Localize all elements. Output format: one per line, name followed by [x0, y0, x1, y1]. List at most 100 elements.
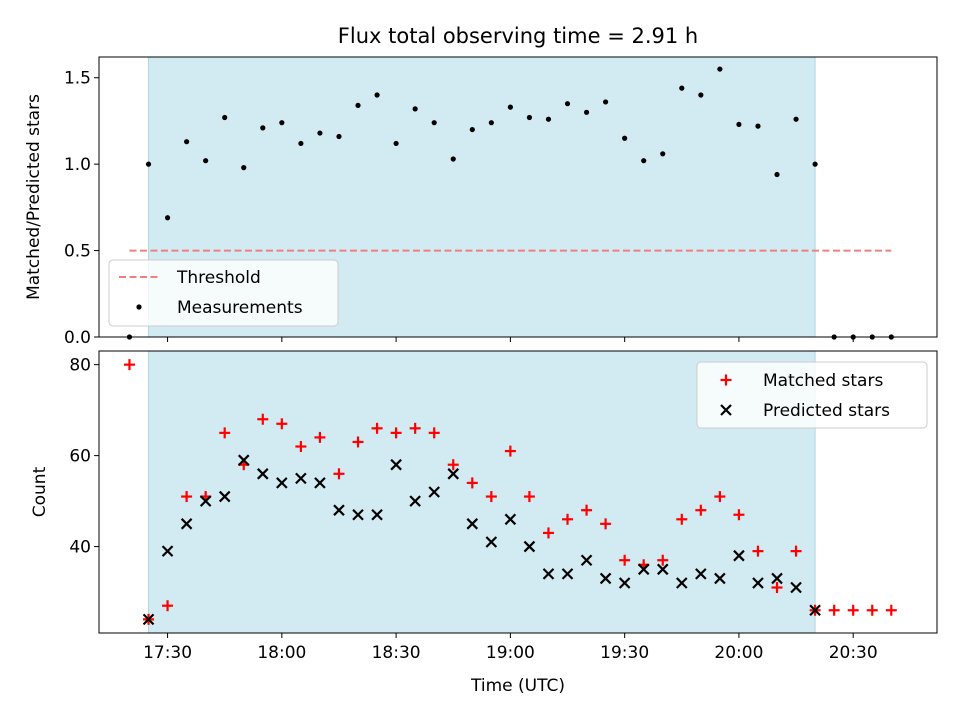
predicted-star-point	[656, 563, 669, 576]
predicted-star-point	[447, 468, 460, 480]
x-tick-label: 17:30	[143, 643, 192, 663]
measurement-point	[736, 121, 742, 128]
measurement-point	[641, 158, 647, 164]
matched-star-point	[885, 604, 897, 616]
predicted-star-point	[504, 513, 517, 526]
predicted-star-point	[314, 477, 326, 489]
matched-star-point	[542, 527, 554, 539]
measurement-point	[164, 215, 171, 221]
matched-star-point	[447, 459, 459, 471]
matched-star-point	[181, 491, 193, 503]
predicted-star-point	[180, 518, 193, 530]
predicted-star-point	[333, 504, 345, 516]
predicted-star-point	[295, 472, 307, 485]
matched-star-point	[485, 491, 497, 503]
measurement-point	[374, 92, 380, 98]
measurement-point	[774, 171, 780, 178]
bottom-x-ticks: 17:30 18:00 18:30 19:00 19:30 20:00 20:30	[143, 633, 878, 663]
predicted-star-point	[809, 604, 821, 617]
matched-star-point	[771, 582, 783, 594]
measurement-point	[812, 161, 818, 167]
matched-star-point	[466, 477, 478, 489]
top-y-axis-label: Matched/Predicted stars	[24, 94, 44, 300]
x-tick-label: 20:00	[714, 643, 763, 663]
matched-star-point	[390, 427, 402, 439]
matched-star-point	[657, 554, 669, 566]
matched-star-point	[428, 427, 440, 439]
predicted-star-point	[352, 508, 364, 521]
legend-x-mark	[720, 404, 732, 416]
matched-star-point	[600, 518, 612, 530]
predicted-star-point	[428, 486, 440, 498]
predicted-star-point	[733, 549, 745, 562]
predicted-star-point	[142, 613, 155, 626]
matched-star-point	[847, 604, 859, 616]
top-legend-box	[108, 259, 339, 327]
measurement-point	[507, 104, 513, 110]
chart-title: Flux total observing time = 2.91 h	[338, 24, 698, 48]
measurement-point	[355, 102, 361, 108]
matched-star-point	[828, 604, 840, 616]
measurement-point	[698, 92, 704, 98]
bottom-panel: 40 60 80 17:30 18:00 18:30 19:00 19:30 20:00 20:…	[30, 350, 938, 696]
y-tick-label: 0.5	[64, 242, 91, 262]
predicted-star-point	[485, 536, 498, 548]
predicted-star-point	[276, 477, 288, 489]
measurement-point	[526, 114, 533, 121]
predicted-star-point	[199, 495, 212, 507]
matched-star-point	[333, 468, 345, 480]
legend-matched-swatch	[720, 374, 732, 386]
legend-predicted-label: Predicted stars	[763, 401, 890, 421]
measurement-point	[203, 158, 209, 164]
matched-star-point	[752, 545, 764, 557]
predicted-star-point	[637, 563, 650, 576]
predicted-star-point	[676, 577, 688, 589]
matched-star-point	[314, 431, 326, 443]
predicted-stars-points	[142, 454, 821, 626]
predicted-star-point	[523, 540, 536, 553]
measurement-point	[660, 151, 666, 157]
y-tick-label: 0.0	[64, 328, 91, 348]
measurement-point	[679, 85, 685, 91]
measurement-point	[469, 126, 475, 133]
x-tick-label: 19:00	[486, 643, 535, 663]
measurement-point	[717, 66, 723, 72]
matched-star-point	[219, 427, 231, 439]
predicted-star-point	[752, 577, 764, 589]
measurement-point	[488, 120, 494, 126]
legend-matched-label: Matched stars	[763, 371, 883, 391]
measurement-point	[412, 106, 418, 112]
top-x-ticks	[167, 337, 854, 342]
legend-plus-mark	[720, 374, 732, 386]
matched-star-point	[352, 436, 364, 448]
predicted-star-point	[237, 454, 250, 466]
bottom-axes-frame	[98, 350, 938, 634]
predicted-star-point	[257, 468, 269, 480]
predicted-star-point	[409, 495, 421, 507]
measurement-point	[241, 165, 247, 171]
measurement-point	[603, 99, 609, 105]
matched-star-point	[523, 491, 535, 503]
matched-star-point	[123, 359, 135, 371]
matched-star-point	[790, 545, 802, 557]
measurement-point	[298, 140, 304, 147]
measurement-point	[793, 116, 799, 122]
predicted-star-point	[390, 458, 402, 471]
measurement-point	[564, 101, 571, 107]
measurement-point	[450, 156, 456, 162]
measurement-point	[622, 135, 628, 141]
bottom-legend: Matched stars Predicted stars	[696, 361, 928, 429]
y-tick-label: 40	[69, 538, 91, 558]
legend-threshold-label: Threshold	[176, 268, 261, 288]
matched-star-point	[257, 413, 269, 425]
x-tick-label: 19:30	[600, 643, 649, 663]
legend-measurements-label: Measurements	[177, 298, 303, 318]
predicted-star-point	[161, 545, 174, 557]
predicted-star-point	[466, 518, 479, 530]
matched-star-point	[276, 418, 288, 430]
measurement-point	[317, 130, 323, 136]
bottom-y-ticks: 40 60 80	[69, 356, 99, 558]
matched-star-point	[619, 554, 631, 566]
top-axes-frame	[98, 56, 938, 338]
